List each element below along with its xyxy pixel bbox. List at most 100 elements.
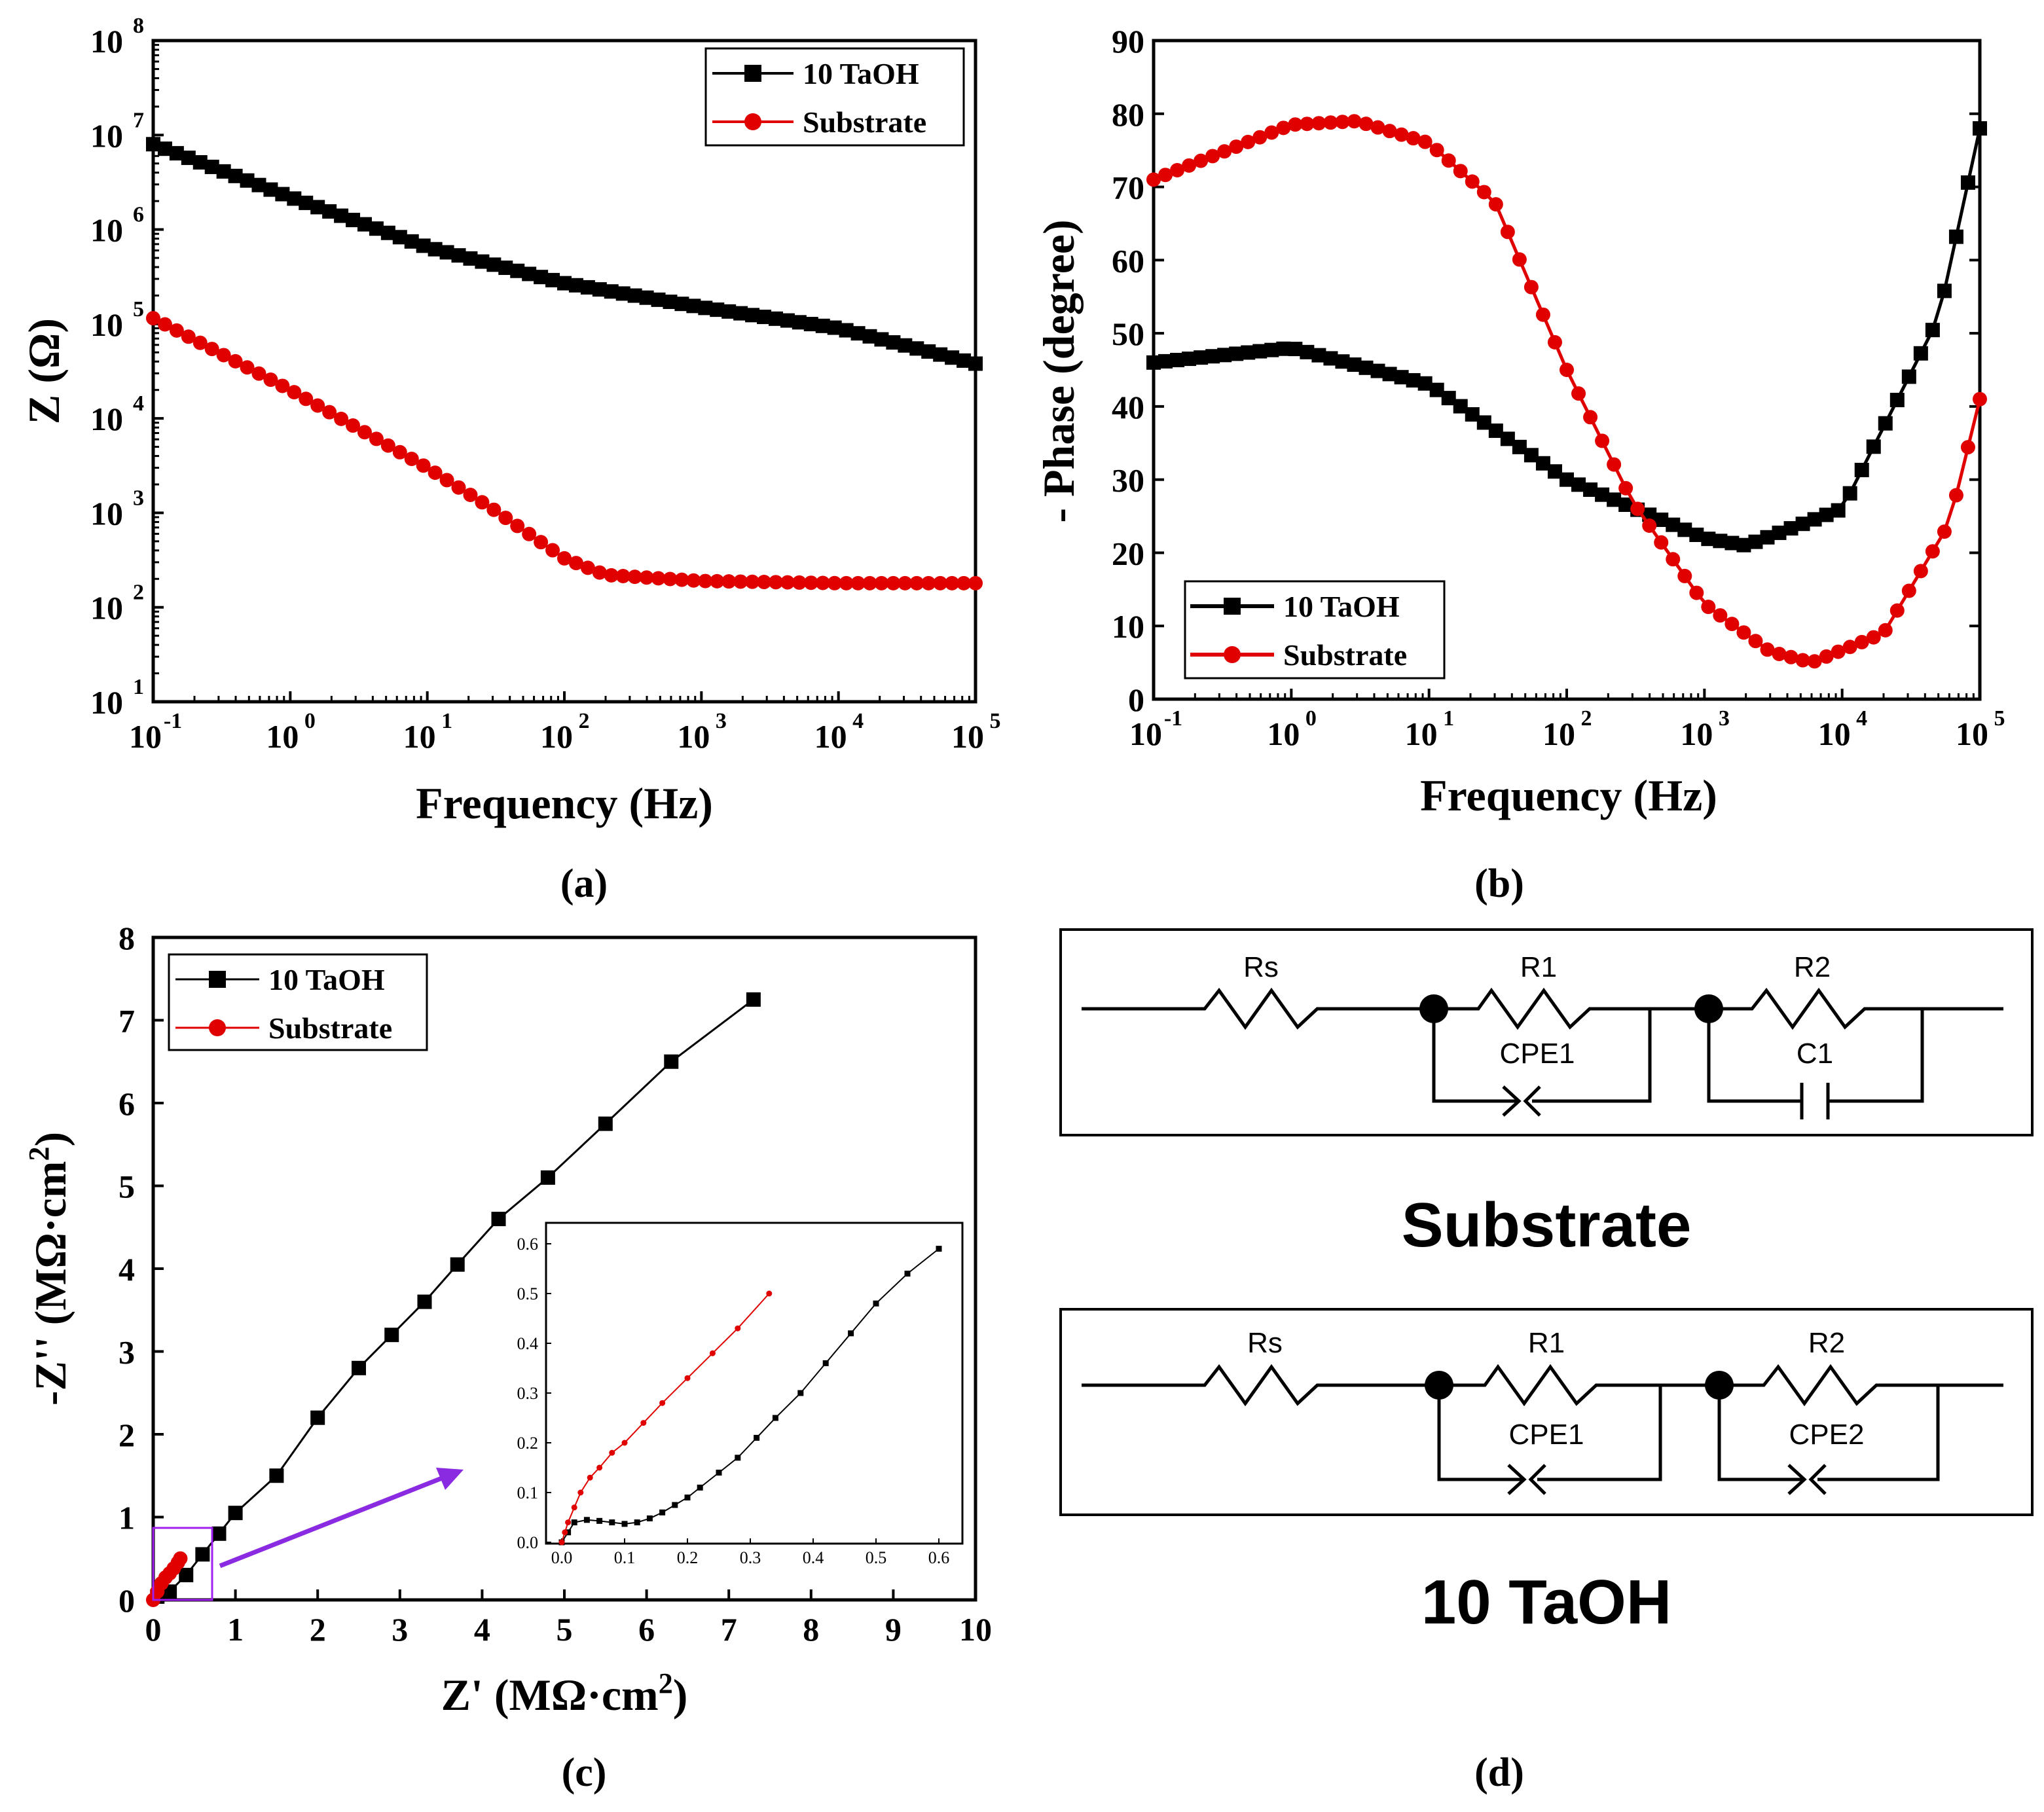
inset-data-point-substrate [735, 1325, 741, 1332]
y-tick-label: 10 [90, 401, 123, 437]
data-point-taoh [1701, 532, 1716, 547]
data-point-taoh [1960, 175, 1975, 190]
data-point-substrate [1370, 120, 1385, 135]
y-tick-label: 10 [90, 590, 123, 626]
data-point-taoh [1713, 534, 1728, 549]
inset-series [558, 1246, 942, 1546]
y-tick-label: 10 [1112, 608, 1144, 645]
data-point-taoh [463, 251, 478, 266]
data-point-taoh [592, 282, 607, 297]
inset-data-point-substrate [571, 1504, 577, 1511]
data-point-substrate [157, 317, 172, 332]
data-point-taoh [627, 288, 642, 303]
label-cpe2: CPE2 [1789, 1419, 1865, 1451]
data-point-substrate [1842, 640, 1857, 655]
data-point-taoh [146, 137, 160, 152]
legend-marker-substrate [744, 113, 761, 130]
inset-data-point-taoh [797, 1390, 804, 1396]
data-point-substrate [663, 571, 678, 587]
y-tick-exponent: 4 [133, 391, 144, 416]
data-point-substrate [204, 342, 219, 357]
data-point-substrate [451, 480, 466, 495]
data-point-substrate [263, 372, 278, 388]
inset-y-tick-label: 0.2 [517, 1434, 539, 1453]
inset-ticks: 0.0 0.1 0.2 0.3 0.4 0.5 0.6 0.0 0.1 0.2 0.3 0.4 0.5 0… [517, 1235, 950, 1567]
inset-data-point-taoh [822, 1360, 829, 1366]
data-point-substrate [1701, 600, 1716, 615]
data-point-taoh [1783, 521, 1798, 536]
data-point-taoh [1866, 439, 1881, 454]
data-point-taoh [416, 238, 431, 253]
inset-data-point-taoh [716, 1470, 722, 1476]
data-point-taoh [1654, 512, 1669, 527]
data-point-substrate [392, 444, 407, 460]
data-point-substrate [1713, 608, 1728, 623]
data-point-taoh [299, 195, 314, 210]
data-point-taoh [1889, 393, 1905, 408]
data-point-substrate [874, 575, 889, 590]
data-point-taoh [1973, 121, 1987, 136]
data-point-taoh [1182, 352, 1197, 367]
data-point-substrate [651, 571, 666, 586]
x-tick-label: 7 [721, 1611, 737, 1648]
x-tick-label: 10 [403, 718, 436, 755]
panel-b-ticks: 10 -1 10 0 10 1 10 2 10 3 10 4 10 5010203040506070809… [1112, 23, 2005, 752]
data-point-substrate [674, 572, 689, 587]
data-point-substrate [792, 575, 807, 590]
circuit-taoh-frame [1059, 1308, 2034, 1516]
data-point-substrate [698, 573, 713, 589]
data-point-taoh [269, 1468, 284, 1483]
data-point-substrate [380, 438, 395, 453]
data-point-substrate [1382, 124, 1397, 139]
data-point-taoh [604, 284, 619, 299]
inset-data-point-taoh [583, 1517, 590, 1523]
y-tick-exponent: 3 [133, 486, 144, 510]
y-tick-label: 60 [1112, 242, 1144, 279]
inset-x-tick-label: 0.3 [740, 1548, 761, 1567]
inset-data-point-taoh [697, 1484, 703, 1491]
y-tick-label: 8 [119, 920, 135, 956]
data-point-substrate [240, 360, 255, 375]
x-tick-exponent: 0 [1305, 706, 1317, 731]
data-point-substrate [1689, 585, 1704, 600]
inset-data-point-substrate [596, 1464, 603, 1471]
data-point-taoh [839, 323, 854, 338]
data-point-substrate [945, 575, 960, 590]
data-point-substrate [1807, 654, 1822, 669]
data-point-substrate [299, 391, 314, 407]
panel-a-legend: 10 TaOH Substrate [704, 47, 965, 147]
data-point-taoh [1725, 535, 1740, 551]
data-point-taoh [721, 304, 737, 319]
x-tick-label: 10 [1542, 716, 1575, 752]
y-tick-exponent: 5 [133, 297, 144, 321]
data-point-substrate [334, 411, 349, 426]
data-point-substrate [1772, 647, 1787, 662]
x-tick-label: 10 [1680, 716, 1713, 752]
data-point-taoh [1276, 341, 1291, 356]
data-point-substrate [1205, 149, 1220, 164]
panel-a-label: (a) [560, 861, 608, 906]
data-point-taoh [450, 1257, 465, 1272]
data-point-taoh [287, 191, 302, 206]
data-point-taoh [228, 1506, 243, 1521]
data-point-taoh [1382, 367, 1397, 382]
data-point-substrate [1359, 117, 1374, 132]
inset-data-point-taoh [621, 1521, 628, 1527]
data-point-taoh [1831, 503, 1846, 518]
series-line-substrate [153, 317, 976, 585]
data-point-substrate [1560, 363, 1574, 377]
panel-b-y-axis-label: - Phase (degree) [1034, 219, 1084, 522]
data-point-taoh [1146, 355, 1161, 370]
data-point-substrate [1630, 501, 1645, 516]
data-point-substrate [1512, 252, 1527, 267]
data-point-substrate [169, 323, 184, 338]
data-point-substrate [1276, 120, 1291, 136]
x-tick-label: 0 [145, 1611, 162, 1648]
inset-y-tick-label: 0.3 [517, 1384, 539, 1403]
panel-d: Rs R1 R2 CPE1 C1 Substrate Rs R1 R2 CPE1… [1059, 928, 2034, 1795]
data-point-taoh [968, 356, 983, 371]
data-point-substrate [1913, 564, 1928, 579]
y-tick-label: 2 [119, 1417, 135, 1453]
legend-label-substrate: Substrate [803, 105, 926, 139]
data-point-taoh [1948, 229, 1963, 244]
